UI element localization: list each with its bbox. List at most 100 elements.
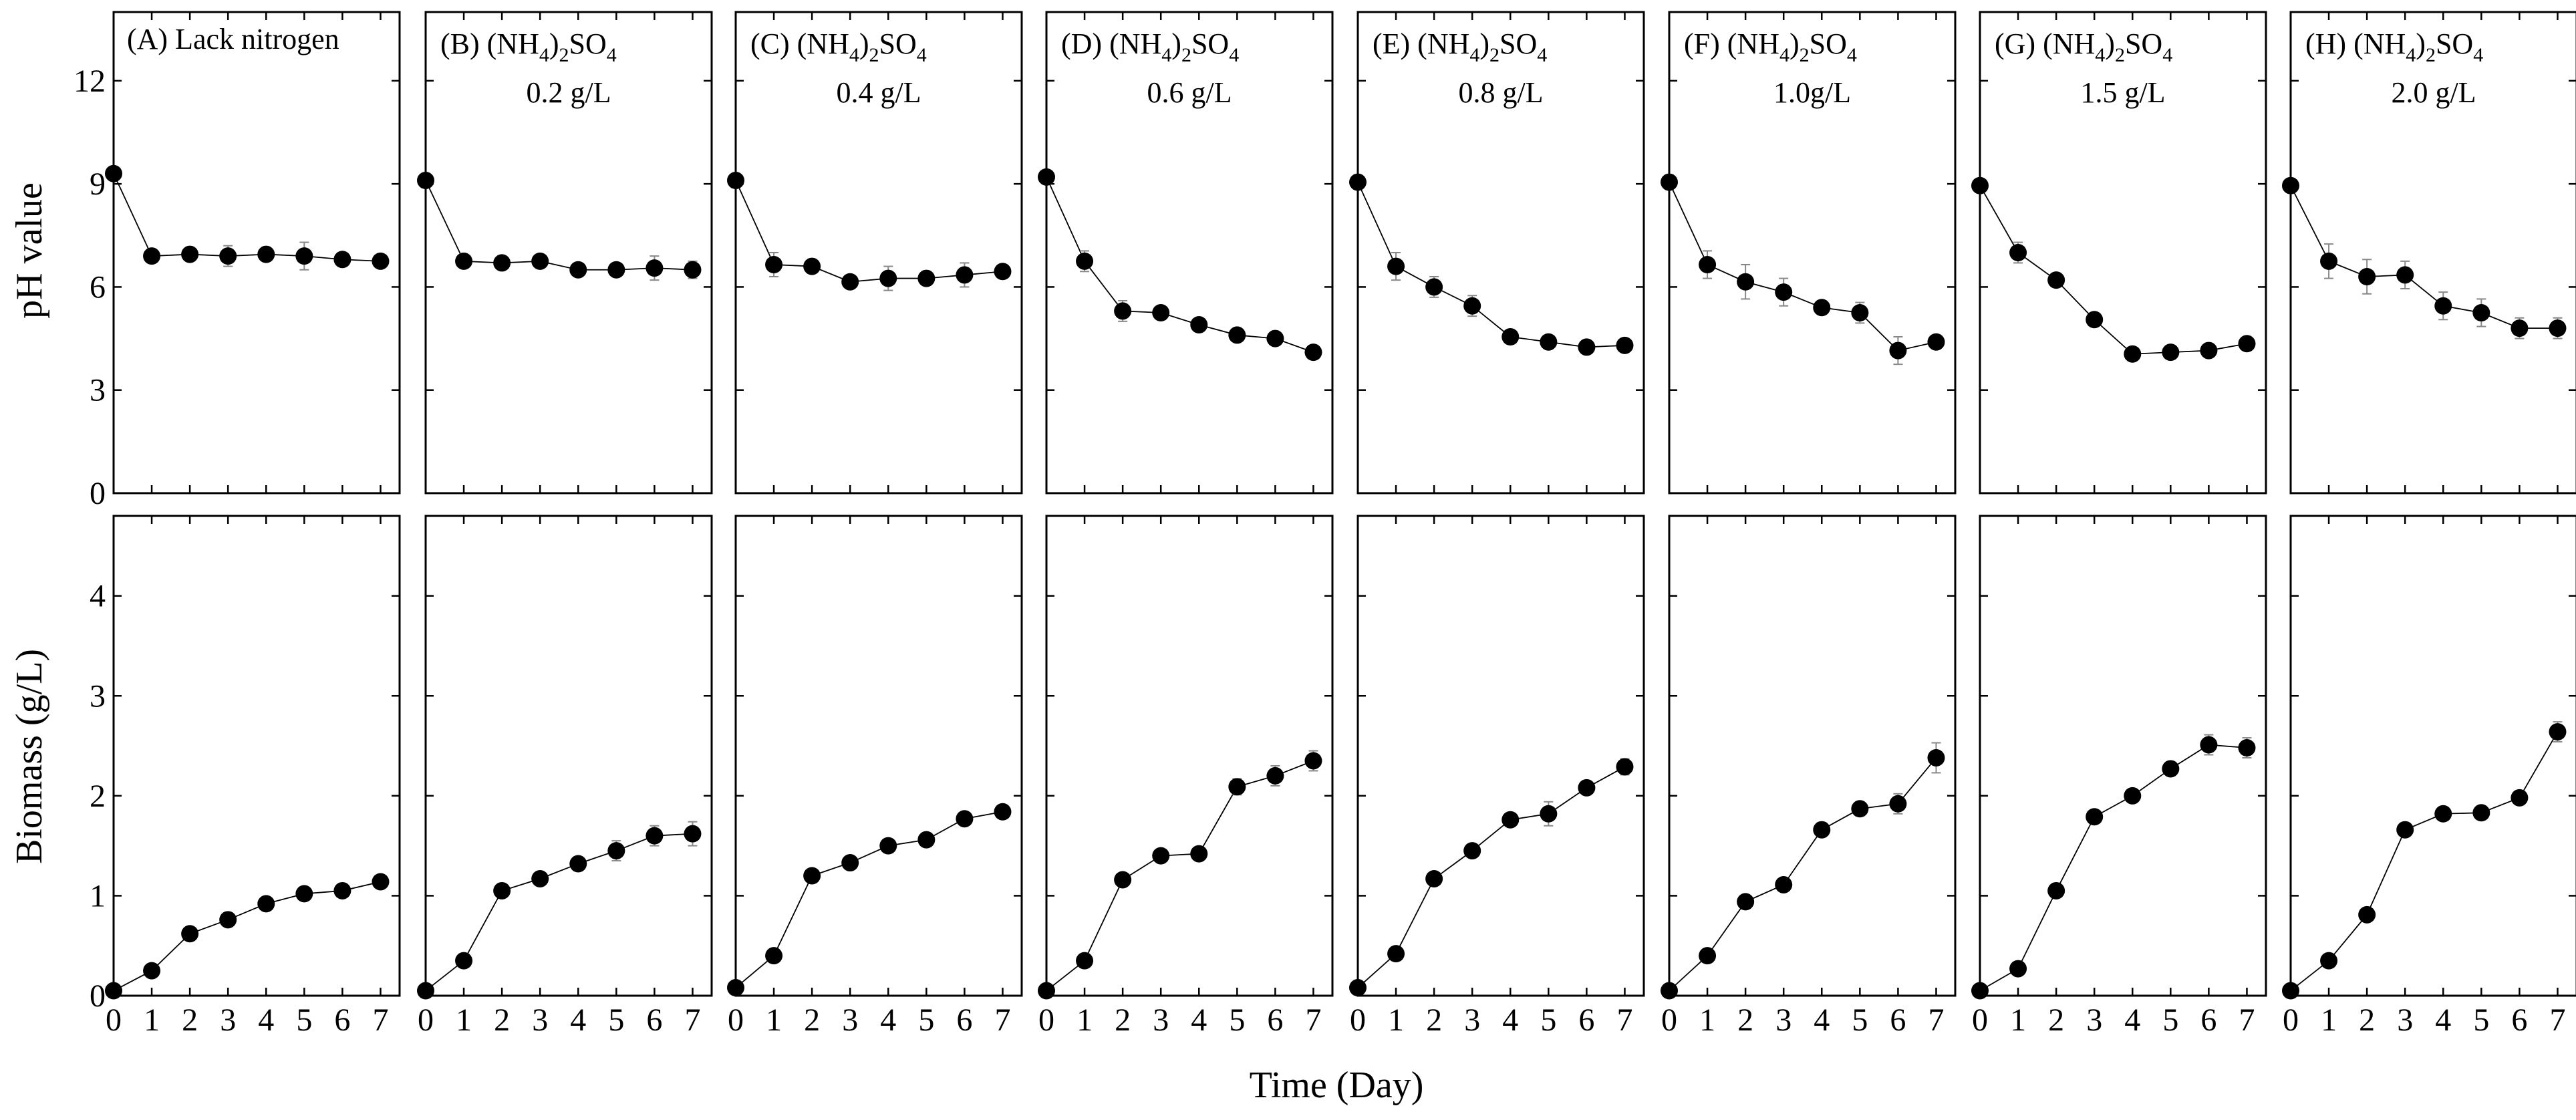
- biomass-point: [1851, 800, 1869, 818]
- ph-plot: (G) (NH4)2SO4 1.5 g/L: [1971, 11, 2267, 495]
- x-tick-label: 4: [2124, 1002, 2140, 1038]
- biomass-point: [531, 869, 549, 887]
- time-axis-label: Time (Day): [1250, 1065, 1424, 1106]
- biomass-point: [1266, 766, 1284, 785]
- x-tick-label: 4: [2435, 1002, 2451, 1038]
- ph-point: [2009, 244, 2027, 261]
- biomass-point: [1190, 845, 1208, 863]
- x-tick-label: 2: [2359, 1002, 2375, 1038]
- plot-frame: [424, 515, 713, 997]
- biomass-point: [1813, 821, 1831, 839]
- x-tick-label: 2: [1426, 1002, 1442, 1038]
- y-tick-label: 3: [90, 373, 106, 408]
- x-tick-label: 4: [880, 1002, 896, 1038]
- x-tick-label: 3: [532, 1002, 548, 1038]
- x-tick-label: 5: [2473, 1002, 2489, 1038]
- biomass-point: [1038, 982, 1055, 1000]
- y-tick-label: 6: [90, 269, 106, 305]
- x-tick-label: 3: [1775, 1002, 1792, 1038]
- ph-point: [1152, 304, 1170, 321]
- ph-point: [1737, 273, 1755, 291]
- biomass-point: [2047, 881, 2065, 899]
- plot-frame: [1668, 11, 1957, 495]
- x-tick-label: 5: [918, 1002, 934, 1038]
- plot-frame: [1668, 515, 1957, 997]
- ph-point: [1775, 283, 1793, 301]
- ph-point: [295, 247, 313, 265]
- ph-point: [765, 256, 783, 273]
- biomass-point: [2009, 960, 2027, 978]
- biomass-point: [1540, 805, 1558, 823]
- x-tick-label: 1: [2321, 1002, 2337, 1038]
- x-tick-label: 5: [608, 1002, 624, 1038]
- biomass-point: [1971, 982, 1989, 1000]
- x-tick-label: 6: [646, 1002, 662, 1038]
- ph-point: [1190, 316, 1208, 333]
- x-tick-label: 1: [144, 1002, 160, 1038]
- x-tick-label: 5: [1540, 1002, 1556, 1038]
- panel-concentration: 1.5 g/L: [2080, 76, 2165, 109]
- x-tick-label: 7: [372, 1002, 388, 1038]
- biomass-point: [2124, 787, 2142, 805]
- x-tick-label: 4: [1814, 1002, 1830, 1038]
- x-tick-label: 0: [106, 1002, 122, 1038]
- ph-series-line: [1979, 185, 2247, 355]
- x-tick-label: 6: [956, 1002, 972, 1038]
- ph-point: [143, 247, 161, 265]
- panel-f: (F) (NH4)2SO4 1.0g/L 0 1 2 3 4 5 6 7: [1661, 11, 1957, 1038]
- panel-concentration: 1.0g/L: [1773, 76, 1851, 109]
- ph-plot: 0 3 6 9 12 (A) Lack nitrogen: [74, 11, 401, 511]
- ph-point: [2086, 311, 2104, 329]
- ph-point: [257, 245, 275, 263]
- y-tick-label: 12: [74, 63, 106, 99]
- x-tick-label: 1: [1699, 1002, 1715, 1038]
- ph-point: [1387, 257, 1405, 275]
- ph-point: [2320, 252, 2338, 270]
- x-tick-label: 5: [1852, 1002, 1868, 1038]
- ph-point: [1349, 173, 1367, 191]
- ph-point: [727, 172, 744, 189]
- ph-point: [1927, 333, 1945, 351]
- ph-point: [2396, 266, 2414, 284]
- ph-point: [1228, 326, 1246, 344]
- x-tick-label: 2: [182, 1002, 198, 1038]
- ph-point: [2282, 176, 2299, 194]
- y-tick-label: 0: [90, 978, 106, 1014]
- panel-concentration: 0.4 g/L: [836, 76, 921, 109]
- x-tick-label: 3: [1153, 1002, 1169, 1038]
- biomass-point: [841, 854, 859, 872]
- x-tick-label: 4: [1191, 1002, 1207, 1038]
- biomass-point: [1228, 778, 1246, 796]
- ph-point: [531, 252, 549, 270]
- x-tick-label: 1: [766, 1002, 782, 1038]
- biomass-point: [1304, 752, 1322, 770]
- panel-concentration: 0.6 g/L: [1147, 76, 1232, 109]
- ph-point: [646, 259, 664, 277]
- ph-point: [1971, 176, 1989, 194]
- biomass-point: [1349, 979, 1367, 997]
- ph-point: [1540, 333, 1558, 351]
- panel-title: (F) (NH4)2SO4: [1684, 27, 1857, 66]
- x-tick-label: 7: [1616, 1002, 1632, 1038]
- ph-plot: (E) (NH4)2SO4 0.8 g/L: [1349, 11, 1645, 495]
- biomass-point: [2162, 760, 2180, 778]
- ph-point: [1266, 329, 1284, 347]
- ph-point: [2047, 271, 2065, 289]
- x-tick-label: 6: [2511, 1002, 2527, 1038]
- biomass-point: [143, 962, 161, 980]
- x-tick-label: 3: [220, 1002, 236, 1038]
- ph-point: [1889, 341, 1907, 360]
- ph-point: [1425, 278, 1443, 296]
- x-tick-label: 6: [2200, 1002, 2216, 1038]
- biomass-point: [181, 925, 199, 943]
- ph-point: [2549, 319, 2567, 337]
- biomass-point: [1889, 795, 1907, 813]
- biomass-point: [1927, 748, 1945, 766]
- biomass-point: [994, 803, 1012, 821]
- y-tick-label: 4: [90, 579, 106, 614]
- biomass-point: [2238, 739, 2256, 757]
- biomass-point: [2434, 805, 2452, 823]
- ph-point: [917, 269, 936, 287]
